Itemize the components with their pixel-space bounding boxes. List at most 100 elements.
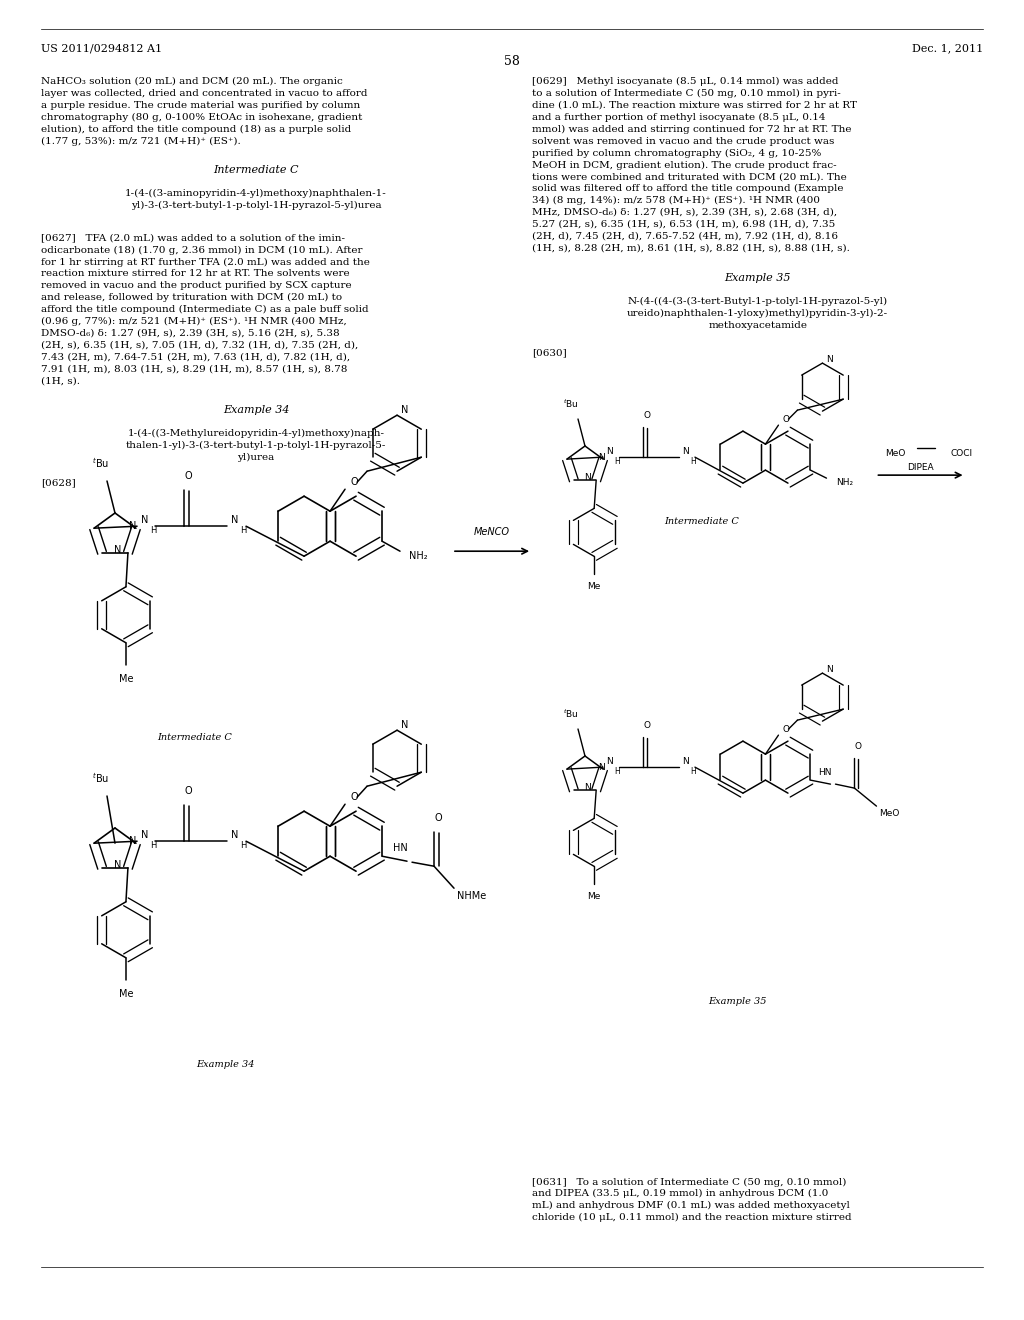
Text: 5.27 (2H, s), 6.35 (1H, s), 6.53 (1H, m), 6.98 (1H, d), 7.35: 5.27 (2H, s), 6.35 (1H, s), 6.53 (1H, m)… xyxy=(532,219,836,228)
Text: H: H xyxy=(150,841,157,850)
Text: COCl: COCl xyxy=(950,449,973,458)
Text: thalen-1-yl)-3-(3-tert-butyl-1-p-tolyl-1H-pyrazol-5-: thalen-1-yl)-3-(3-tert-butyl-1-p-tolyl-1… xyxy=(126,441,386,450)
Text: N: N xyxy=(683,756,689,766)
Text: N: N xyxy=(129,836,136,846)
Text: H: H xyxy=(240,841,246,850)
Text: (1H, s), 8.28 (2H, m), 8.61 (1H, s), 8.82 (1H, s), 8.88 (1H, s).: (1H, s), 8.28 (2H, m), 8.61 (1H, s), 8.8… xyxy=(532,243,850,252)
Text: N: N xyxy=(231,515,239,525)
Text: chloride (10 μL, 0.11 mmol) and the reaction mixture stirred: chloride (10 μL, 0.11 mmol) and the reac… xyxy=(532,1213,852,1222)
Text: layer was collected, dried and concentrated in vacuo to afford: layer was collected, dried and concentra… xyxy=(41,90,368,98)
Text: N: N xyxy=(606,446,613,455)
Text: for 1 hr stirring at RT further TFA (2.0 mL) was added and the: for 1 hr stirring at RT further TFA (2.0… xyxy=(41,257,370,267)
Text: a purple residue. The crude material was purified by column: a purple residue. The crude material was… xyxy=(41,102,360,110)
Text: tions were combined and triturated with DCM (20 mL). The: tions were combined and triturated with … xyxy=(532,172,847,181)
Text: HN: HN xyxy=(392,843,408,853)
Text: N: N xyxy=(231,830,239,841)
Text: N: N xyxy=(141,830,148,841)
Text: solvent was removed in vacuo and the crude product was: solvent was removed in vacuo and the cru… xyxy=(532,137,835,145)
Text: N: N xyxy=(598,453,604,462)
Text: Dec. 1, 2011: Dec. 1, 2011 xyxy=(911,44,983,54)
Text: solid was filtered off to afford the title compound (Example: solid was filtered off to afford the tit… xyxy=(532,185,844,193)
Text: mL) and anhydrous DMF (0.1 mL) was added methoxyacetyl: mL) and anhydrous DMF (0.1 mL) was added… xyxy=(532,1201,850,1210)
Text: Example 34: Example 34 xyxy=(223,405,289,416)
Text: NHMe: NHMe xyxy=(458,891,486,902)
Text: and DIPEA (33.5 μL, 0.19 mmol) in anhydrous DCM (1.0: and DIPEA (33.5 μL, 0.19 mmol) in anhydr… xyxy=(532,1189,828,1199)
Text: and a further portion of methyl isocyanate (8.5 μL, 0.14: and a further portion of methyl isocyana… xyxy=(532,114,826,121)
Text: O: O xyxy=(643,721,650,730)
Text: Me: Me xyxy=(588,892,601,900)
Text: N: N xyxy=(141,515,148,525)
Text: N: N xyxy=(401,721,409,730)
Text: N: N xyxy=(584,783,591,792)
Text: [0628]: [0628] xyxy=(41,478,76,487)
Text: chromatography (80 g, 0-100% EtOAc in isohexane, gradient: chromatography (80 g, 0-100% EtOAc in is… xyxy=(41,114,362,121)
Text: O: O xyxy=(783,725,790,734)
Text: N: N xyxy=(683,446,689,455)
Text: N: N xyxy=(606,756,613,766)
Text: H: H xyxy=(150,525,157,535)
Text: N: N xyxy=(584,473,591,482)
Text: 34) (8 mg, 14%): m/z 578 (M+H)⁺ (ES⁺). ¹H NMR (400: 34) (8 mg, 14%): m/z 578 (M+H)⁺ (ES⁺). ¹… xyxy=(532,195,820,205)
Text: O: O xyxy=(434,813,441,824)
Text: N: N xyxy=(129,521,136,531)
Text: to a solution of Intermediate C (50 mg, 0.10 mmol) in pyri-: to a solution of Intermediate C (50 mg, … xyxy=(532,90,842,98)
Text: reaction mixture stirred for 12 hr at RT. The solvents were: reaction mixture stirred for 12 hr at RT… xyxy=(41,269,349,279)
Text: (1.77 g, 53%): m/z 721 (M+H)⁺ (ES⁺).: (1.77 g, 53%): m/z 721 (M+H)⁺ (ES⁺). xyxy=(41,137,241,145)
Text: dine (1.0 mL). The reaction mixture was stirred for 2 hr at RT: dine (1.0 mL). The reaction mixture was … xyxy=(532,102,857,110)
Text: mmol) was added and stirring continued for 72 hr at RT. The: mmol) was added and stirring continued f… xyxy=(532,125,852,133)
Text: (2H, d), 7.45 (2H, d), 7.65-7.52 (4H, m), 7.92 (1H, d), 8.16: (2H, d), 7.45 (2H, d), 7.65-7.52 (4H, m)… xyxy=(532,232,839,240)
Text: O: O xyxy=(643,411,650,420)
Text: Example 35: Example 35 xyxy=(708,997,767,1006)
Text: MeO: MeO xyxy=(880,809,900,817)
Text: NH₂: NH₂ xyxy=(409,552,427,561)
Text: $^t$Bu: $^t$Bu xyxy=(92,771,110,785)
Text: methoxyacetamide: methoxyacetamide xyxy=(709,321,807,330)
Text: Me: Me xyxy=(119,673,133,684)
Text: (2H, s), 6.35 (1H, s), 7.05 (1H, d), 7.32 (1H, d), 7.35 (2H, d),: (2H, s), 6.35 (1H, s), 7.05 (1H, d), 7.3… xyxy=(41,341,358,350)
Text: Intermediate C: Intermediate C xyxy=(157,733,232,742)
Text: H: H xyxy=(690,767,695,776)
Text: [0629]   Methyl isocyanate (8.5 μL, 0.14 mmol) was added: [0629] Methyl isocyanate (8.5 μL, 0.14 m… xyxy=(532,77,839,86)
Text: $^t$Bu: $^t$Bu xyxy=(563,708,579,721)
Text: Example 35: Example 35 xyxy=(725,273,791,284)
Text: DIPEA: DIPEA xyxy=(907,462,934,471)
Text: NaHCO₃ solution (20 mL) and DCM (20 mL). The organic: NaHCO₃ solution (20 mL) and DCM (20 mL).… xyxy=(41,77,343,86)
Text: HN: HN xyxy=(818,768,831,776)
Text: MeO: MeO xyxy=(886,449,906,458)
Text: DMSO-d₆) δ: 1.27 (9H, s), 2.39 (3H, s), 5.16 (2H, s), 5.38: DMSO-d₆) δ: 1.27 (9H, s), 2.39 (3H, s), … xyxy=(41,329,340,338)
Text: O: O xyxy=(350,792,357,803)
Text: MeNCO: MeNCO xyxy=(474,527,510,537)
Text: (0.96 g, 77%): m/z 521 (M+H)⁺ (ES⁺). ¹H NMR (400 MHz,: (0.96 g, 77%): m/z 521 (M+H)⁺ (ES⁺). ¹H … xyxy=(41,317,347,326)
Text: MeOH in DCM, gradient elution). The crude product frac-: MeOH in DCM, gradient elution). The crud… xyxy=(532,161,837,169)
Text: H: H xyxy=(690,457,695,466)
Text: $^t$Bu: $^t$Bu xyxy=(92,457,110,470)
Text: yl)-3-(3-tert-butyl-1-p-tolyl-1H-pyrazol-5-yl)urea: yl)-3-(3-tert-butyl-1-p-tolyl-1H-pyrazol… xyxy=(131,201,381,210)
Text: MHz, DMSO-d₆) δ: 1.27 (9H, s), 2.39 (3H, s), 2.68 (3H, d),: MHz, DMSO-d₆) δ: 1.27 (9H, s), 2.39 (3H,… xyxy=(532,207,838,216)
Text: Me: Me xyxy=(588,582,601,591)
Text: N: N xyxy=(598,763,604,772)
Text: odicarbonate (18) (1.70 g, 2.36 mmol) in DCM (10 mL). After: odicarbonate (18) (1.70 g, 2.36 mmol) in… xyxy=(41,246,362,255)
Text: [0630]: [0630] xyxy=(532,348,567,358)
Text: Me: Me xyxy=(119,989,133,999)
Text: Intermediate C: Intermediate C xyxy=(213,165,299,176)
Text: O: O xyxy=(184,471,191,482)
Text: H: H xyxy=(614,457,620,466)
Text: ureido)naphthalen-1-yloxy)methyl)pyridin-3-yl)-2-: ureido)naphthalen-1-yloxy)methyl)pyridin… xyxy=(627,309,889,318)
Text: N: N xyxy=(115,545,122,554)
Text: 1-(4-((3-Methylureidopyridin-4-yl)methoxy)naph-: 1-(4-((3-Methylureidopyridin-4-yl)methox… xyxy=(128,429,384,438)
Text: removed in vacuo and the product purified by SCX capture: removed in vacuo and the product purifie… xyxy=(41,281,351,290)
Text: (1H, s).: (1H, s). xyxy=(41,376,80,385)
Text: 1-(4-((3-aminopyridin-4-yl)methoxy)naphthalen-1-: 1-(4-((3-aminopyridin-4-yl)methoxy)napht… xyxy=(125,189,387,198)
Text: N: N xyxy=(826,355,833,363)
Text: [0631]   To a solution of Intermediate C (50 mg, 0.10 mmol): [0631] To a solution of Intermediate C (… xyxy=(532,1177,847,1187)
Text: O: O xyxy=(783,414,790,424)
Text: Example 34: Example 34 xyxy=(196,1060,255,1069)
Text: O: O xyxy=(184,787,191,796)
Text: N: N xyxy=(401,405,409,416)
Text: NH₂: NH₂ xyxy=(836,478,853,487)
Text: N: N xyxy=(115,859,122,870)
Text: purified by column chromatography (SiO₂, 4 g, 10-25%: purified by column chromatography (SiO₂,… xyxy=(532,149,822,157)
Text: $^t$Bu: $^t$Bu xyxy=(563,397,579,411)
Text: 7.91 (1H, m), 8.03 (1H, s), 8.29 (1H, m), 8.57 (1H, s), 8.78: 7.91 (1H, m), 8.03 (1H, s), 8.29 (1H, m)… xyxy=(41,364,347,374)
Text: H: H xyxy=(614,767,620,776)
